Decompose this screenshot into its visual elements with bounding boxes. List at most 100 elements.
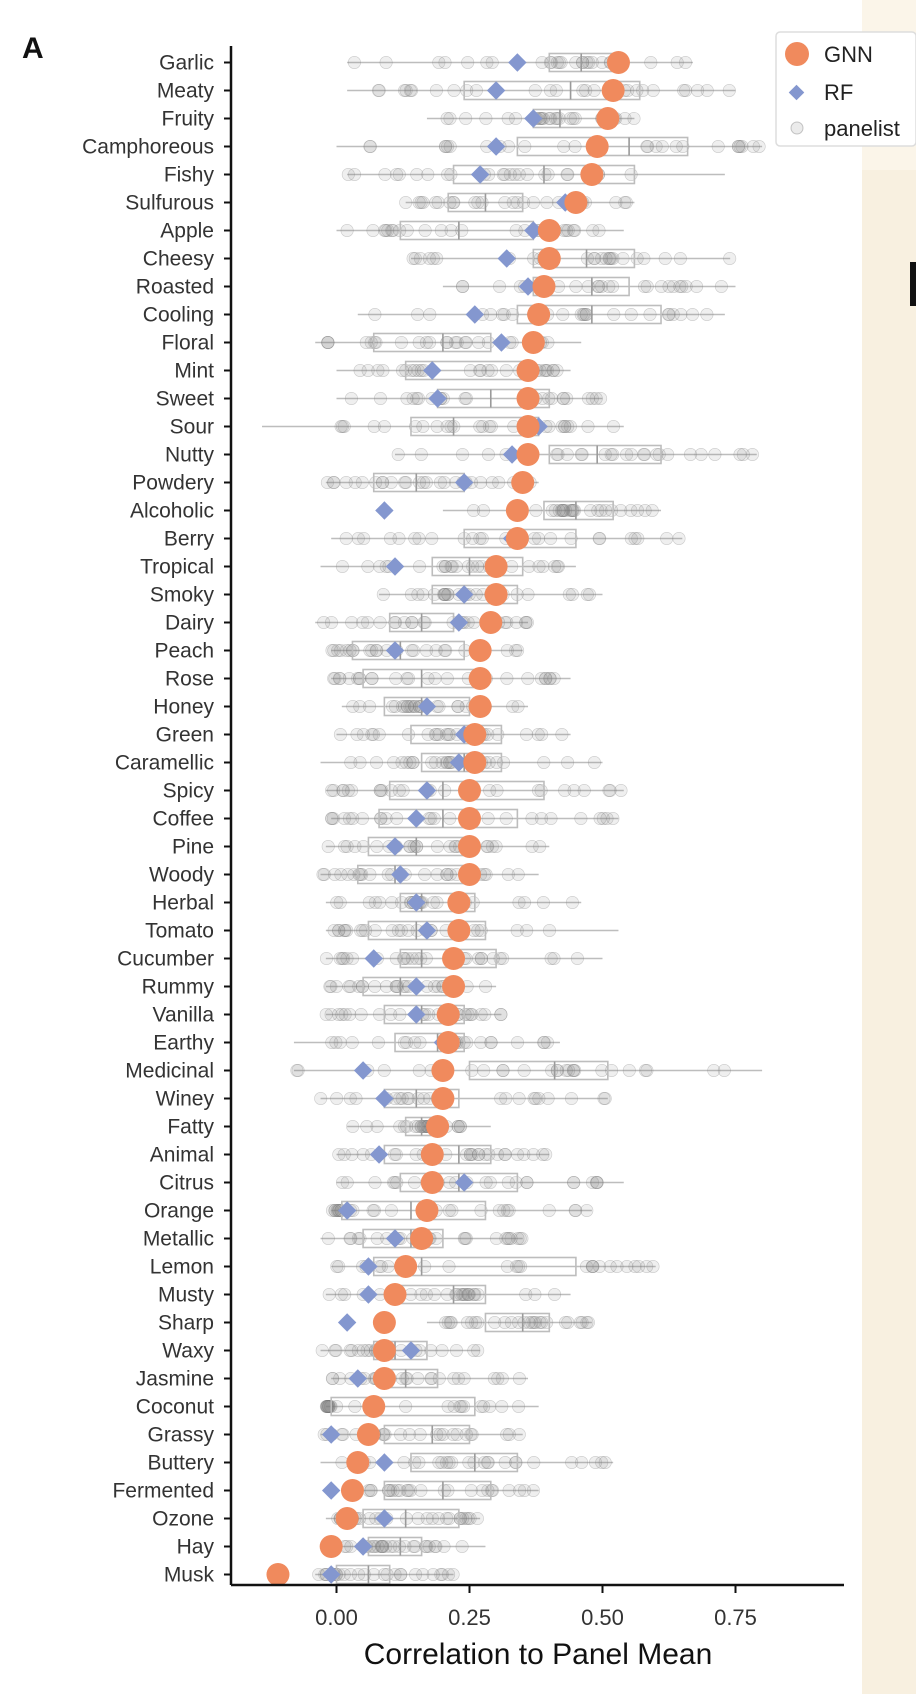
panelist-point [389,979,403,993]
panelist-point [694,447,708,461]
rf-marker [454,585,474,604]
panelist-point [512,1400,526,1414]
panelist-point [472,1148,486,1162]
panelist-point [557,503,571,517]
panelist-point [569,279,583,293]
panelist-box [362,1508,460,1529]
panelist-point [467,1456,481,1470]
category-label: Powdery [132,472,214,495]
panelist-point [551,559,565,573]
panelist-point [471,951,485,965]
panelist-point [533,839,547,853]
panelist-point [614,783,628,797]
panelist-point [510,196,524,210]
panelist-box [410,1452,519,1473]
panelist-point [453,1120,467,1134]
panelist-point [400,671,414,685]
panelist-point [447,1372,461,1386]
panelist-point [477,1456,491,1470]
panelist-point [509,643,523,657]
panelist-point [512,1260,526,1274]
panelist-point [326,811,340,825]
panelist-point [466,531,480,545]
panelist-point [594,503,608,517]
panelist-point [482,419,496,433]
panelist-point [481,363,495,377]
panelist-point [406,643,420,657]
panelist-point [465,1148,479,1162]
panelist-point [532,1092,546,1106]
category-label: Sulfurous [125,192,214,215]
panelist-point [498,1148,512,1162]
panelist-point [405,615,419,629]
axes [229,46,844,1587]
panelist-point [527,1092,541,1106]
panelist-point [321,335,335,349]
panelist-point [338,839,352,853]
panelist-point [488,1316,502,1330]
legend-panelist-marker [790,121,804,135]
panelist-point [564,1092,578,1106]
gnn-marker [537,219,561,242]
panelist-point [535,55,549,69]
panelist-point [351,531,365,545]
panelist-point [575,447,589,461]
panelist-point [428,671,442,685]
panelist-point [620,447,634,461]
rf-marker [449,613,469,632]
panelist-point [662,279,676,293]
panelist-point [341,783,355,797]
panelist-point [585,391,599,405]
panelist-point [457,1400,471,1414]
panelist-point [389,671,403,685]
panelist-point [442,1456,456,1470]
category-label: Earthy [153,1032,214,1055]
category-label: Medicinal [125,1060,214,1083]
panelist-point [459,1512,473,1526]
panelist-point [439,140,453,154]
panelist-point [438,559,452,573]
gnn-marker [394,1255,418,1278]
panelist-point [441,1484,455,1498]
panelist-point [365,671,379,685]
panelist-point [458,1232,472,1246]
panelist-point [654,279,668,293]
panelist-point [339,475,353,489]
panelist-point [549,84,563,98]
category-label: Waxy [162,1340,214,1363]
panelist-row [320,556,576,577]
panelist-point [337,923,351,937]
panelist-point [602,252,616,266]
panelist-point [471,196,485,210]
gnn-marker [447,919,471,942]
panelist-point [445,559,459,573]
panelist-point [407,839,421,853]
gnn-marker [516,443,540,466]
panelist-point [424,811,438,825]
panelist-point [522,559,536,573]
panelist-point [438,140,452,154]
panelist-point [400,1372,414,1386]
panelist-point [440,867,454,881]
panelist-point [363,643,377,657]
panelist-point [477,1064,491,1078]
panelist-point [440,112,454,126]
panelist-point [520,923,534,937]
panelist-point [422,1540,436,1554]
panelist-point [355,867,369,881]
panelist-point [449,1344,463,1358]
panelist-point [497,755,511,769]
gnn-marker [431,1087,455,1110]
rf-marker [369,1145,389,1164]
panelist-point [351,1232,365,1246]
panelist-point [467,1288,481,1302]
panelist-point [492,279,506,293]
panelist-point [619,196,633,210]
panelist-point [440,671,454,685]
panelist-point [435,1568,449,1582]
panelist-point [450,335,464,349]
panelist-row [312,1564,460,1585]
panelist-point [519,727,533,741]
panelist-point [443,1316,457,1330]
panelist-point [509,1456,523,1470]
